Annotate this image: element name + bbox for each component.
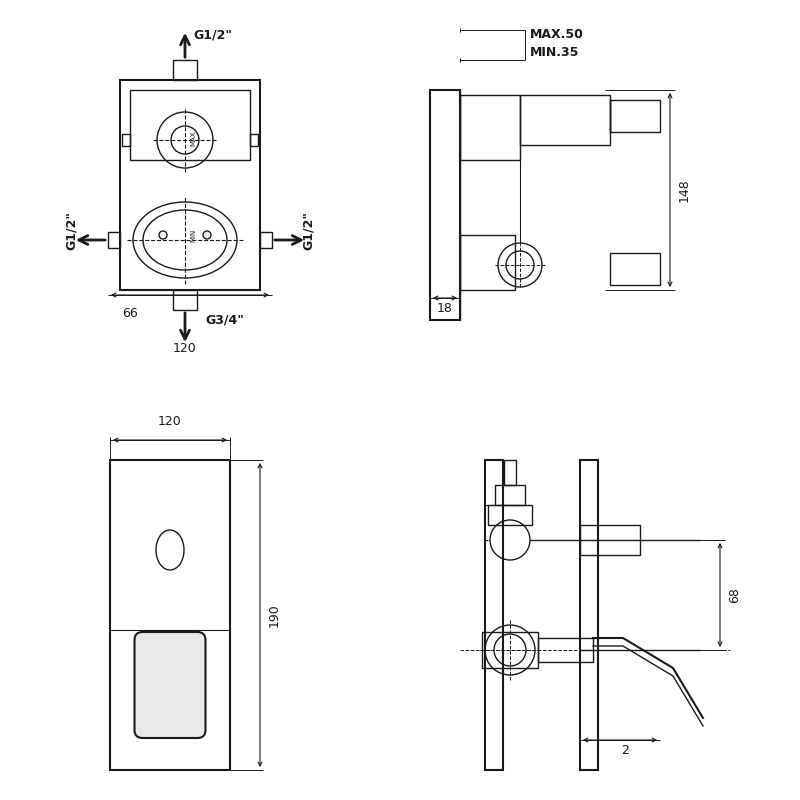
Text: 190: 190 <box>268 603 281 627</box>
Text: MAX.50: MAX.50 <box>530 29 584 42</box>
Bar <box>520 95 610 145</box>
Bar <box>460 95 520 160</box>
Bar <box>260 232 272 248</box>
Bar <box>460 235 515 290</box>
Bar <box>580 525 640 555</box>
Bar <box>610 253 660 285</box>
Bar <box>485 460 503 770</box>
Bar <box>482 632 538 668</box>
FancyBboxPatch shape <box>134 632 206 738</box>
Text: 66: 66 <box>122 307 138 320</box>
Text: 120: 120 <box>173 342 197 354</box>
Bar <box>250 134 258 146</box>
Text: G3/4": G3/4" <box>205 314 244 326</box>
Text: G1/2": G1/2" <box>193 29 232 42</box>
Text: G1/2": G1/2" <box>302 210 315 250</box>
Text: 18: 18 <box>437 302 453 314</box>
Bar <box>488 505 532 525</box>
Text: MIN: MIN <box>190 228 196 242</box>
Bar <box>173 290 197 310</box>
Bar <box>173 60 197 80</box>
Bar <box>504 460 516 485</box>
Text: MAX: MAX <box>190 130 196 146</box>
Text: 120: 120 <box>158 415 182 428</box>
Text: 2: 2 <box>621 743 629 757</box>
Text: G1/2": G1/2" <box>65 210 78 250</box>
Bar <box>130 90 250 160</box>
Text: 148: 148 <box>678 178 691 202</box>
Bar <box>495 485 525 505</box>
Bar <box>120 80 260 290</box>
Text: 68: 68 <box>728 587 741 603</box>
Bar <box>430 90 460 320</box>
Bar <box>538 638 593 662</box>
Text: MIN.35: MIN.35 <box>530 46 579 58</box>
Bar <box>122 134 130 146</box>
Bar <box>108 232 120 248</box>
Bar <box>580 460 598 770</box>
Bar <box>110 460 230 770</box>
Bar <box>610 100 660 132</box>
